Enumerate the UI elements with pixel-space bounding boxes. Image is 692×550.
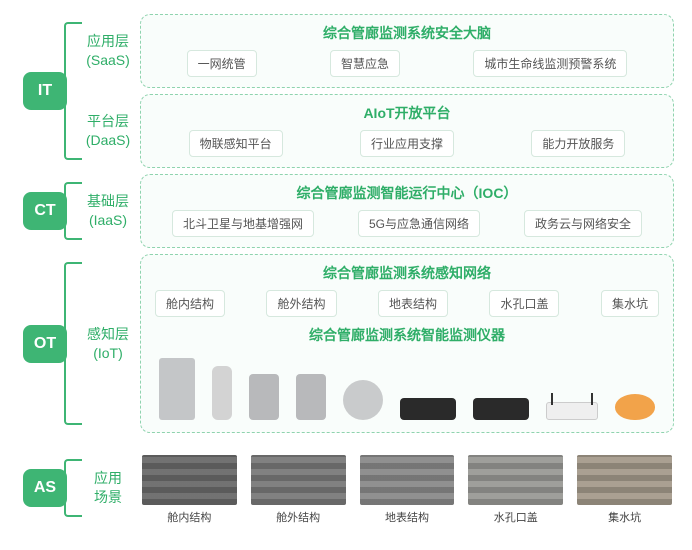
scene-card: 地表结构 bbox=[360, 455, 455, 525]
layer-col-daas: 平台层 (DaaS) bbox=[76, 94, 140, 168]
chip: 能力开放服务 bbox=[531, 130, 625, 157]
scene-image bbox=[251, 455, 346, 505]
device-icon bbox=[159, 358, 195, 420]
device-icon bbox=[296, 374, 326, 420]
device-icon bbox=[400, 398, 456, 420]
scene-card: 水孔口盖 bbox=[468, 455, 563, 525]
scene-label: 水孔口盖 bbox=[494, 509, 538, 525]
scene-label: 舱内结构 bbox=[167, 509, 211, 525]
chips-iaas: 北斗卫星与地基增强网 5G与应急通信网络 政务云与网络安全 bbox=[155, 210, 659, 237]
layer-label-iaas: 基础层 (IaaS) bbox=[87, 192, 129, 230]
category-badge-ot: OT bbox=[23, 325, 67, 363]
layer-col-saas: 应用层 (SaaS) bbox=[76, 14, 140, 88]
chip: 政务云与网络安全 bbox=[524, 210, 642, 237]
chip: 舱内结构 bbox=[155, 290, 225, 317]
layer-col-iot: 感知层 (IoT) bbox=[76, 254, 140, 433]
chips-daas: 物联感知平台 行业应用支撑 能力开放服务 bbox=[155, 130, 659, 157]
layer-label-as: 应用 场景 bbox=[94, 469, 122, 507]
layer-name-saas: 应用层 bbox=[87, 33, 129, 49]
scene-image bbox=[360, 455, 455, 505]
layer-label-daas: 平台层 (DaaS) bbox=[86, 112, 130, 150]
chips-saas: 一网统管 智慧应急 城市生命线监测预警系统 bbox=[155, 50, 659, 77]
scene-image bbox=[577, 455, 672, 505]
scene-card: 舱外结构 bbox=[251, 455, 346, 525]
layer-name-iot: 感知层 bbox=[87, 326, 129, 342]
panel-daas: AIoT开放平台 物联感知平台 行业应用支撑 能力开放服务 bbox=[140, 94, 674, 168]
chip: 智慧应急 bbox=[330, 50, 400, 77]
scene-card: 集水坑 bbox=[577, 455, 672, 525]
row-ot: OT 感知层 (IoT) 综合管廊监测系统感知网络 舱内结构 舱外结构 地表结构… bbox=[14, 254, 674, 433]
chip: 地表结构 bbox=[378, 290, 448, 317]
layer-col-iaas: 基础层 (IaaS) bbox=[76, 174, 140, 248]
layer-sub-daas: (DaaS) bbox=[86, 132, 130, 148]
layer-sub-saas: (SaaS) bbox=[86, 52, 130, 68]
panel-title-iaas: 综合管廊监测智能运行中心（IOC） bbox=[155, 183, 659, 203]
layer-name-iaas: 基础层 bbox=[87, 193, 129, 209]
chip: 水孔口盖 bbox=[489, 290, 559, 317]
layer-label-iot: 感知层 (IoT) bbox=[87, 325, 129, 363]
layer-name-daas: 平台层 bbox=[87, 113, 129, 129]
panel-saas: 综合管廊监测系统安全大脑 一网统管 智慧应急 城市生命线监测预警系统 bbox=[140, 14, 674, 88]
scene-card: 舱内结构 bbox=[142, 455, 237, 525]
chip: 集水坑 bbox=[601, 290, 659, 317]
chip: 5G与应急通信网络 bbox=[358, 210, 480, 237]
device-icon bbox=[249, 374, 279, 420]
category-col-as: AS bbox=[14, 451, 76, 525]
layer-col-as: 应用 场景 bbox=[76, 451, 140, 525]
chip: 北斗卫星与地基增强网 bbox=[172, 210, 314, 237]
panel-title-ot-devices: 综合管廊监测系统智能监测仪器 bbox=[155, 325, 659, 345]
chip: 行业应用支撑 bbox=[360, 130, 454, 157]
scene-image bbox=[468, 455, 563, 505]
panel-ot-network: 综合管廊监测系统感知网络 舱内结构 舱外结构 地表结构 水孔口盖 集水坑 综合管… bbox=[140, 254, 674, 433]
panel-iaas: 综合管廊监测智能运行中心（IOC） 北斗卫星与地基增强网 5G与应急通信网络 政… bbox=[140, 174, 674, 248]
chip: 城市生命线监测预警系统 bbox=[473, 50, 627, 77]
panel-title-ot-network: 综合管廊监测系统感知网络 bbox=[155, 263, 659, 283]
category-badge-ct: CT bbox=[23, 192, 67, 230]
row-it: IT 应用层 (SaaS) 综合管廊监测系统安全大脑 一网统管 智慧应急 城市生… bbox=[14, 14, 674, 168]
category-badge-as: AS bbox=[23, 469, 67, 507]
scene-label: 集水坑 bbox=[608, 509, 641, 525]
device-icon bbox=[343, 380, 383, 420]
layer-label-saas: 应用层 (SaaS) bbox=[86, 32, 130, 70]
layer-sub-iaas: (IaaS) bbox=[89, 212, 127, 228]
category-col-it: IT bbox=[14, 14, 76, 168]
panel-title-saas: 综合管廊监测系统安全大脑 bbox=[155, 23, 659, 43]
panel-title-daas: AIoT开放平台 bbox=[155, 103, 659, 123]
row-as: AS 应用 场景 舱内结构 舱外结构 地表结构 水孔口盖 集水坑 bbox=[14, 451, 674, 525]
layer-name-as: 应用 bbox=[94, 470, 122, 486]
category-col-ct: CT bbox=[14, 174, 76, 248]
category-col-ot: OT bbox=[14, 254, 76, 433]
layer-sub-iot: (IoT) bbox=[93, 345, 123, 361]
scene-label: 地表结构 bbox=[385, 509, 429, 525]
device-icon bbox=[473, 398, 529, 420]
chip: 物联感知平台 bbox=[189, 130, 283, 157]
chips-ot-network: 舱内结构 舱外结构 地表结构 水孔口盖 集水坑 bbox=[155, 290, 659, 317]
scenes-row: 舱内结构 舱外结构 地表结构 水孔口盖 集水坑 bbox=[140, 453, 674, 525]
device-icon bbox=[546, 402, 598, 420]
device-icon bbox=[212, 366, 232, 420]
category-badge-it: IT bbox=[23, 72, 67, 110]
layer-sub-as: 场景 bbox=[94, 489, 122, 505]
device-icon bbox=[615, 394, 655, 420]
panel-as: 舱内结构 舱外结构 地表结构 水孔口盖 集水坑 bbox=[140, 451, 674, 525]
devices-strip bbox=[155, 352, 659, 422]
chip: 舱外结构 bbox=[266, 290, 336, 317]
scene-label: 舱外结构 bbox=[276, 509, 320, 525]
row-ct: CT 基础层 (IaaS) 综合管廊监测智能运行中心（IOC） 北斗卫星与地基增… bbox=[14, 174, 674, 248]
chip: 一网统管 bbox=[187, 50, 257, 77]
scene-image bbox=[142, 455, 237, 505]
